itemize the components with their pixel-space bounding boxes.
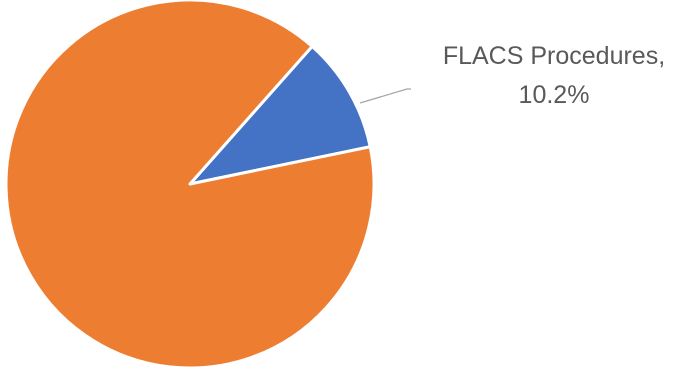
- leader-line: [359, 88, 411, 104]
- pie-slice-flacs-procedures: [188, 44, 372, 186]
- slices-layer: [4, 0, 376, 368]
- labels-layer: FLACS Procedures, 10.2%: [359, 42, 665, 109]
- data-label-flacs-value: 10.2%: [519, 81, 590, 109]
- data-label-flacs-name: FLACS Procedures,: [443, 42, 665, 70]
- pie-slice-slice-2: [4, 0, 376, 368]
